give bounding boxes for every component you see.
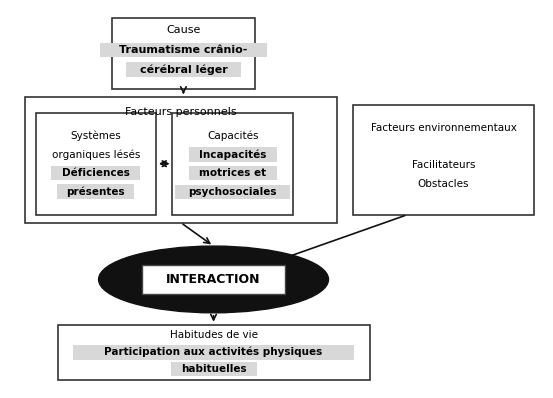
FancyBboxPatch shape [100, 43, 267, 57]
FancyBboxPatch shape [142, 265, 285, 294]
FancyBboxPatch shape [353, 105, 534, 215]
FancyBboxPatch shape [112, 18, 254, 89]
FancyBboxPatch shape [35, 113, 156, 215]
Text: Facteurs personnels: Facteurs personnels [125, 107, 237, 117]
FancyBboxPatch shape [189, 147, 277, 162]
Text: organiques lésés: organiques lésés [51, 149, 140, 160]
FancyBboxPatch shape [51, 166, 140, 180]
Text: Cause: Cause [166, 25, 201, 35]
Text: motrices et: motrices et [199, 168, 266, 178]
Text: présentes: présentes [66, 187, 125, 197]
Text: Déficiences: Déficiences [62, 168, 130, 178]
Text: INTERACTION: INTERACTION [166, 273, 261, 286]
FancyBboxPatch shape [173, 113, 293, 215]
FancyBboxPatch shape [25, 97, 337, 222]
Ellipse shape [98, 246, 328, 313]
Text: Systèmes: Systèmes [70, 130, 121, 140]
Text: Obstacles: Obstacles [418, 179, 469, 189]
FancyBboxPatch shape [73, 345, 354, 359]
Text: Facilitateurs: Facilitateurs [412, 160, 475, 170]
Text: cérébral léger: cérébral léger [139, 64, 227, 75]
FancyBboxPatch shape [189, 166, 276, 180]
Text: Traumatisme crânio-: Traumatisme crânio- [119, 45, 248, 55]
Text: Habitudes de vie: Habitudes de vie [170, 330, 258, 340]
FancyBboxPatch shape [58, 184, 134, 199]
Text: Incapacités: Incapacités [199, 149, 267, 160]
FancyBboxPatch shape [126, 62, 241, 77]
FancyBboxPatch shape [175, 185, 290, 199]
Text: habituelles: habituelles [181, 364, 246, 374]
Text: psychosociales: psychosociales [189, 187, 277, 197]
FancyBboxPatch shape [170, 362, 257, 376]
Text: Facteurs environnementaux: Facteurs environnementaux [371, 123, 517, 133]
Text: Participation aux activités physiques: Participation aux activités physiques [105, 347, 322, 357]
Text: Capacités: Capacités [207, 130, 258, 140]
FancyBboxPatch shape [58, 325, 369, 380]
